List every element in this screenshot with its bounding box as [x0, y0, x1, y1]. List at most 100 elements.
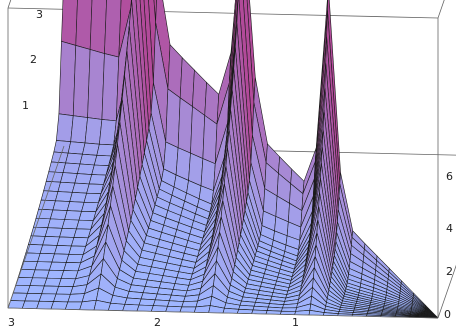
surface-facet — [107, 302, 126, 311]
surface-facet — [193, 305, 211, 313]
surface-facet — [48, 161, 66, 173]
surface-facet — [65, 253, 84, 264]
surface-facet — [72, 45, 91, 118]
surface-facet — [138, 298, 156, 306]
surface-facet — [66, 201, 85, 212]
z-tick-label: 3 — [36, 8, 43, 21]
surface-facet — [36, 300, 54, 310]
surface-facet — [55, 286, 74, 295]
surface-facet — [70, 237, 89, 247]
surface-facet — [175, 147, 191, 181]
surface-facet — [101, 53, 120, 122]
surface-facet — [43, 180, 61, 192]
surface-facet — [78, 210, 97, 221]
surface-facet — [43, 277, 62, 287]
surface-facet — [21, 300, 40, 309]
surface-facet — [70, 115, 88, 144]
surface-facet — [38, 293, 57, 302]
z-tick-label: 2 — [30, 53, 37, 66]
surface-facet — [165, 88, 181, 149]
surface-facet — [67, 141, 86, 155]
surface-facet — [35, 208, 54, 220]
surface-facet — [37, 253, 55, 263]
surface-facet — [61, 219, 80, 230]
surface-facet — [42, 236, 60, 246]
surface-facet — [79, 299, 97, 311]
surface-facet — [76, 219, 94, 230]
surface-facet — [24, 293, 43, 302]
box-edge — [437, 264, 456, 319]
surface-facet — [58, 278, 76, 287]
surface-facet — [93, 155, 112, 166]
surface-facet — [47, 218, 66, 229]
surface-facet — [86, 183, 104, 194]
surface-facet — [177, 97, 193, 154]
surface-facet — [44, 227, 63, 238]
surface-mesh — [7, 0, 439, 319]
surface-facet — [68, 245, 87, 255]
surface-facet — [27, 285, 45, 294]
surface-facet — [83, 192, 102, 204]
surface-facet — [167, 300, 184, 308]
box-edge — [437, 0, 445, 19]
surface-facet — [200, 158, 216, 192]
bounding-box-front — [7, 8, 456, 319]
surface-facet — [96, 143, 115, 157]
x-tick-label: 1 — [292, 316, 299, 329]
surface-facet — [181, 300, 199, 308]
surface-facet — [122, 304, 140, 312]
surface-facet — [104, 0, 122, 58]
surface-facet — [69, 192, 88, 203]
surface-facet — [20, 260, 39, 271]
surface-facet — [84, 117, 103, 145]
surface-facet — [99, 119, 117, 146]
surface-facet — [63, 262, 82, 272]
z-tick-label: 1 — [22, 99, 29, 112]
surface-facet — [74, 173, 93, 185]
surface-facet — [64, 210, 82, 221]
surface-facet — [59, 227, 77, 238]
surface-facet — [60, 270, 79, 280]
surface-facet — [55, 191, 73, 202]
surface-facet — [190, 105, 206, 160]
surface-facet — [51, 253, 70, 263]
surface-facet — [29, 277, 48, 287]
surface-facet — [56, 236, 75, 247]
surface-facet — [67, 293, 85, 303]
surface-facet — [91, 164, 109, 176]
surface-facet — [280, 307, 298, 312]
x-tick-label: 0 — [444, 308, 451, 321]
x-tick-label: 2 — [154, 316, 161, 329]
surface-facet — [87, 49, 105, 120]
surface-facet — [140, 292, 158, 301]
box-edge — [7, 0, 12, 9]
surface-facet — [64, 301, 83, 310]
surface-facet — [49, 209, 68, 220]
surface-facet — [73, 228, 92, 239]
surface-facet — [150, 305, 168, 312]
surface-facet — [124, 297, 142, 306]
surface-facet — [54, 245, 72, 255]
surface-facet — [77, 163, 95, 175]
box-edge — [7, 145, 65, 309]
surface-facet — [56, 113, 74, 142]
y-tick-label: 6 — [446, 170, 453, 183]
surface-facet — [222, 307, 240, 314]
surface-facet — [38, 199, 56, 211]
surface-facet — [32, 269, 50, 279]
surface-facet — [81, 201, 99, 213]
surface-facet — [88, 174, 107, 185]
surface-facet — [40, 190, 59, 202]
surface-facet — [167, 43, 183, 99]
surface-facet — [48, 261, 67, 271]
surface-facet — [202, 114, 218, 165]
surface-facet — [188, 152, 204, 187]
surface-facet — [152, 299, 170, 307]
surface-facet — [62, 162, 81, 174]
surface-facet — [294, 309, 311, 316]
surface-facet — [79, 153, 98, 166]
surface-facet — [71, 182, 90, 194]
surface-facet — [39, 244, 58, 255]
surface-facet — [41, 285, 60, 295]
